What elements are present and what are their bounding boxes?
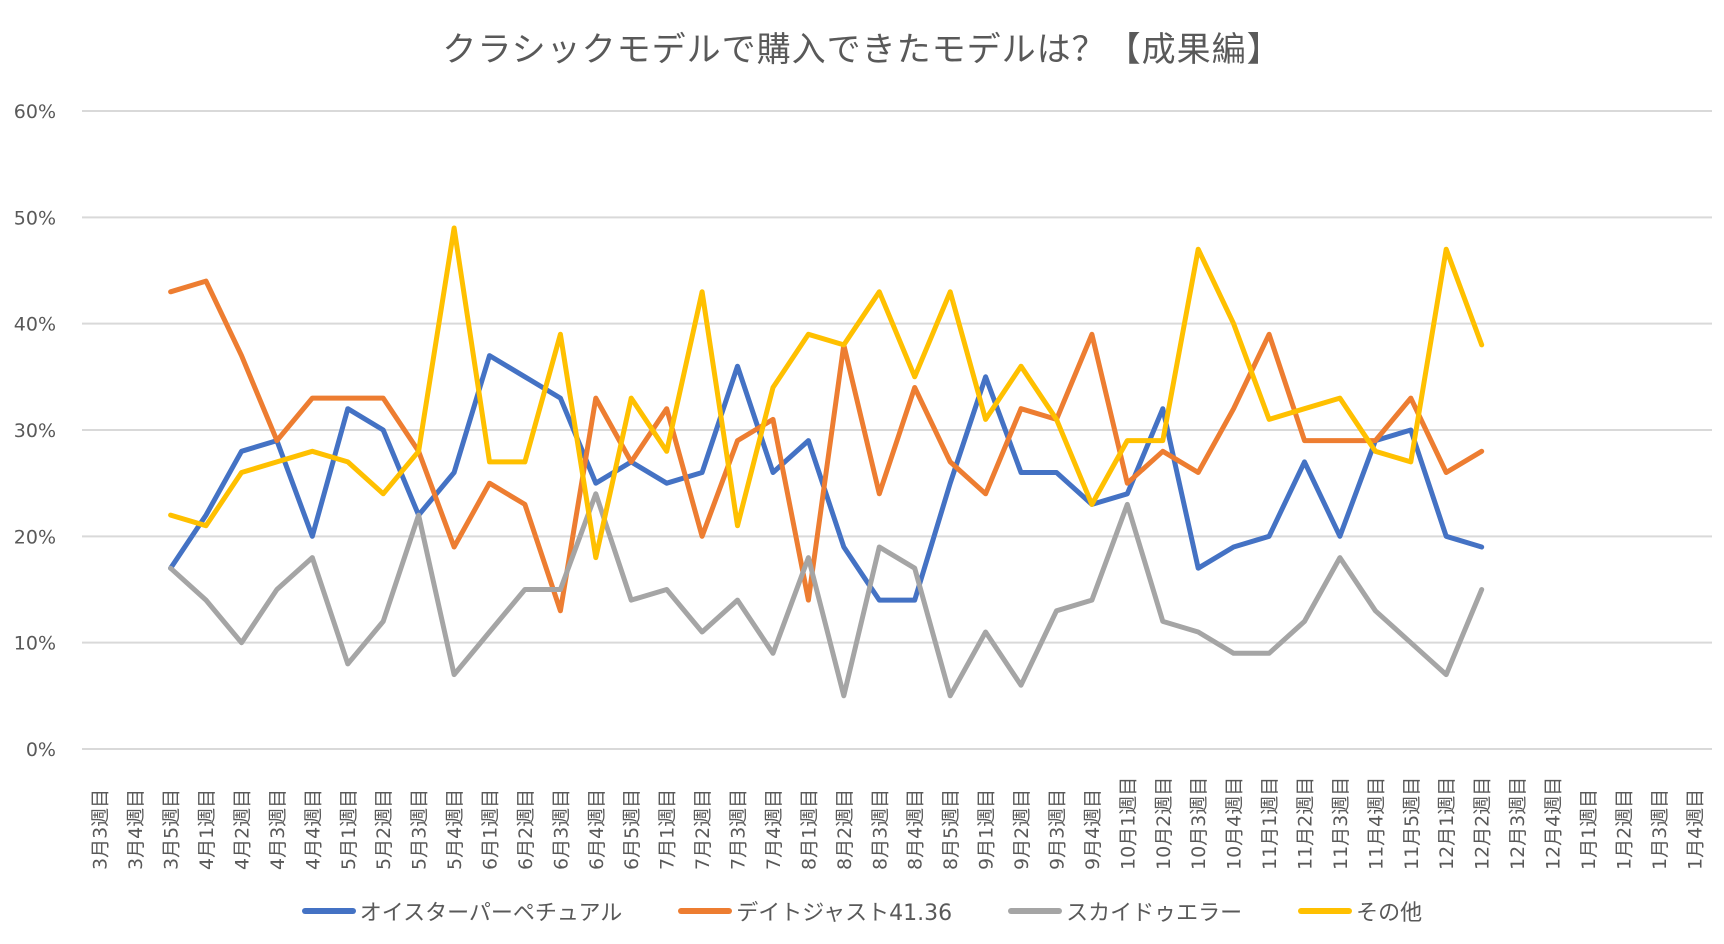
- legend-swatch: [1298, 908, 1353, 914]
- x-tick-label: 11月4週目: [1365, 777, 1387, 870]
- x-tick-label: 5月1週目: [338, 789, 360, 870]
- y-tick-label: 40%: [14, 314, 56, 336]
- x-tick-label: 11月3週目: [1330, 777, 1352, 870]
- legend-swatch: [1008, 908, 1063, 914]
- x-tick-label: 6月2週目: [515, 789, 537, 870]
- x-tick-label: 7月2週目: [692, 789, 714, 870]
- legend-label: オイスターパーペチュアル: [359, 901, 623, 926]
- x-tick-label: 7月3週目: [728, 789, 750, 870]
- x-tick-label: 11月2週目: [1295, 777, 1317, 870]
- x-tick-label: 5月3週目: [409, 789, 431, 870]
- x-tick-label: 11月5週目: [1401, 777, 1423, 870]
- legend-label: デイトジャスト41.36: [736, 901, 953, 926]
- x-tick-label: 12月1週目: [1436, 777, 1458, 870]
- x-tick-label: 1月3週目: [1649, 789, 1671, 870]
- x-tick-label: 12月3週目: [1507, 777, 1529, 870]
- x-tick-label: 12月4週目: [1543, 777, 1565, 870]
- x-tick-label: 6月3週目: [550, 789, 572, 870]
- x-tick-label: 6月1週目: [480, 789, 502, 870]
- x-tick-label: 3月5週目: [161, 789, 183, 870]
- legend-swatch: [301, 908, 356, 914]
- x-tick-label: 6月5週目: [621, 789, 643, 870]
- x-tick-label: 8月2週目: [834, 789, 856, 870]
- x-tick-label: 8月4週目: [905, 789, 927, 870]
- x-tick-label: 9月1週目: [976, 789, 998, 870]
- x-tick-label: 9月4週目: [1082, 789, 1104, 870]
- x-tick-label: 4月4週目: [302, 789, 324, 870]
- x-tick-label: 10月4週目: [1224, 777, 1246, 870]
- x-tick-label: 10月1週目: [1117, 777, 1139, 870]
- series-line-1: [168, 278, 1485, 614]
- x-tick-label: 10月2週目: [1153, 777, 1175, 870]
- x-tick-label: 9月3週目: [1046, 789, 1068, 870]
- legend-label: スカイドゥエラー: [1066, 901, 1243, 926]
- x-tick-label: 6月4週目: [586, 789, 608, 870]
- series-line-2: [168, 491, 1485, 699]
- y-tick-label: 10%: [14, 633, 56, 655]
- legend-item: スカイドゥエラー: [1008, 895, 1242, 927]
- x-tick-label: 8月3週目: [869, 789, 891, 870]
- x-tick-label: 8月1週目: [798, 789, 820, 870]
- x-tick-label: 5月2週目: [373, 789, 395, 870]
- legend-label: その他: [1356, 901, 1423, 926]
- legend-item: その他: [1298, 895, 1422, 927]
- x-tick-label: 8月5週目: [940, 789, 962, 870]
- x-tick-label: 12月2週目: [1472, 777, 1494, 870]
- series-line-0: [168, 353, 1485, 603]
- x-tick-label: 7月4週目: [763, 789, 785, 870]
- series-line-3: [168, 225, 1485, 561]
- chart-legend: オイスターパーペチュアル デイトジャスト41.36 スカイドゥエラー その他: [0, 895, 1724, 927]
- x-tick-label: 7月1週目: [657, 789, 679, 870]
- chart-title: クラシックモデルで購入できたモデルは？【成果編】: [442, 30, 1282, 70]
- y-tick-label: 20%: [14, 526, 56, 548]
- y-tick-label: 50%: [14, 207, 56, 229]
- x-tick-label: 4月3週目: [267, 789, 289, 870]
- legend-item: デイトジャスト41.36: [678, 895, 952, 927]
- x-tick-label: 10月3週目: [1188, 777, 1210, 870]
- x-tick-label: 4月1週目: [196, 789, 218, 870]
- legend-swatch: [678, 908, 733, 914]
- x-tick-label: 5月4週目: [444, 789, 466, 870]
- y-tick-label: 0%: [26, 739, 56, 761]
- x-tick-label: 11月1週目: [1259, 777, 1281, 870]
- legend-item: オイスターパーペチュアル: [301, 895, 623, 927]
- x-tick-label: 1月1週目: [1578, 789, 1600, 870]
- x-tick-label: 3月3週目: [90, 789, 112, 870]
- y-tick-label: 60%: [14, 101, 56, 123]
- x-tick-label: 1月4週目: [1684, 789, 1706, 870]
- y-tick-label: 30%: [14, 420, 56, 442]
- x-tick-label: 9月2週目: [1011, 789, 1033, 870]
- x-tick-label: 3月4週目: [125, 789, 147, 870]
- x-tick-label: 4月2週目: [231, 789, 253, 870]
- x-tick-label: 1月2週目: [1613, 789, 1635, 870]
